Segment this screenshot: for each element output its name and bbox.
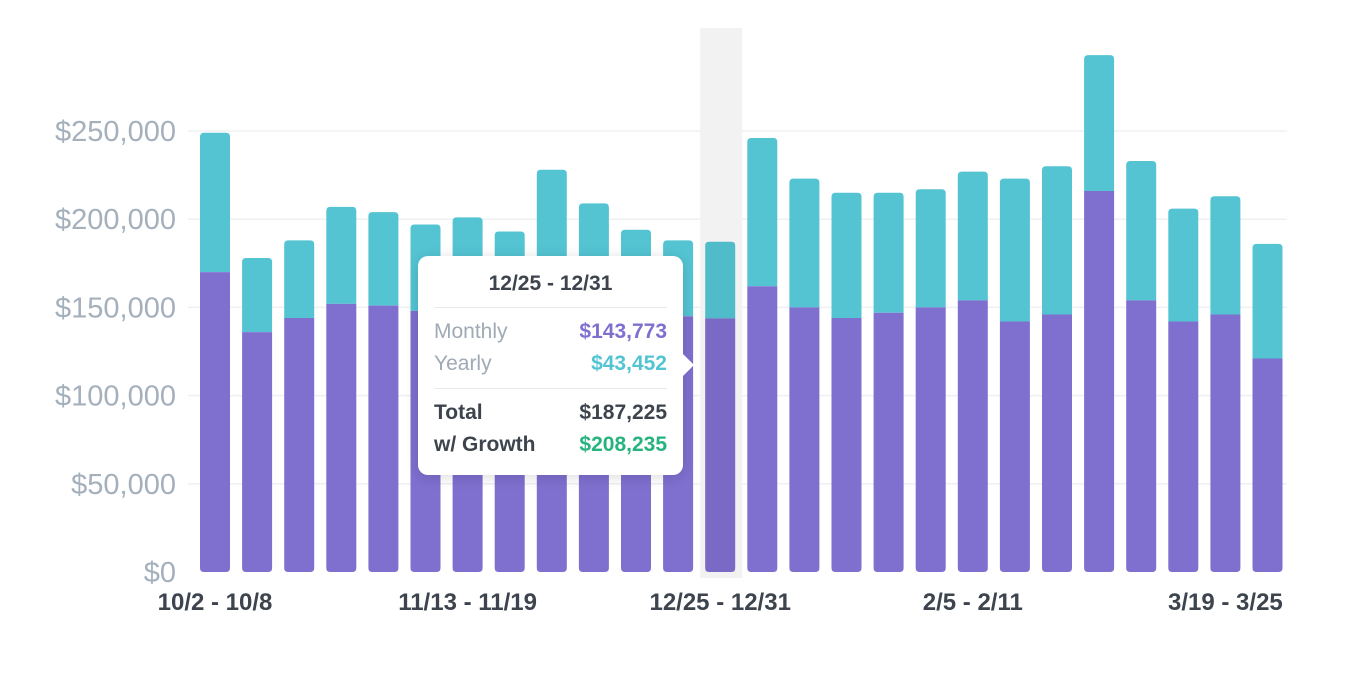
bar-monthly[interactable]	[831, 317, 862, 572]
bar-tooltip: 12/25 - 12/31 Monthly $143,773 Yearly $4…	[418, 256, 694, 475]
bar-yearly[interactable]	[789, 178, 820, 308]
bar-yearly[interactable]	[1168, 208, 1199, 322]
bar-monthly[interactable]	[1252, 358, 1283, 572]
tooltip-breakdown: Monthly $143,773 Yearly $43,452	[434, 308, 667, 389]
bar-highlight-overlay	[705, 241, 736, 572]
bar-monthly[interactable]	[200, 272, 230, 572]
y-axis-ticks: $0 $50,000 $100,000 $150,000 $200,000 $250,00…	[55, 116, 176, 589]
bar-yearly[interactable]	[831, 192, 862, 318]
bar-monthly[interactable]	[999, 321, 1030, 572]
bar-yearly[interactable]	[242, 258, 273, 333]
bars	[200, 55, 1283, 572]
bar-yearly[interactable]	[873, 192, 904, 313]
bar-monthly[interactable]	[368, 305, 399, 572]
bar-yearly[interactable]	[1210, 196, 1241, 315]
tooltip-monthly-label: Monthly	[434, 320, 508, 343]
bar-yearly[interactable]	[1042, 166, 1072, 315]
bar-monthly[interactable]	[789, 307, 820, 572]
tooltip-growth-label: w/ Growth	[434, 433, 536, 456]
bar-monthly[interactable]	[1168, 321, 1199, 572]
tooltip-row-growth: w/ Growth $208,235	[434, 429, 667, 461]
y-tick-label: $150,000	[55, 292, 176, 324]
bar-monthly[interactable]	[1126, 300, 1157, 572]
tooltip-totals: Total $187,225 w/ Growth $208,235	[434, 389, 667, 461]
y-tick-label: $200,000	[55, 204, 176, 236]
bar-monthly[interactable]	[915, 307, 946, 572]
bar-yearly[interactable]	[284, 240, 315, 318]
bar-monthly[interactable]	[326, 303, 357, 572]
tooltip-yearly-label: Yearly	[434, 352, 492, 375]
bar-monthly[interactable]	[242, 332, 273, 572]
y-tick-label: $100,000	[55, 381, 176, 413]
y-tick-label: $50,000	[71, 469, 176, 501]
bar-yearly[interactable]	[326, 206, 357, 304]
bar-monthly[interactable]	[957, 300, 988, 572]
bar-yearly[interactable]	[705, 241, 736, 319]
tooltip-yearly-value: $43,452	[591, 352, 667, 375]
tooltip-total-label: Total	[434, 401, 483, 424]
bar-monthly[interactable]	[873, 312, 904, 572]
x-tick-label: 10/2 - 10/8	[158, 589, 273, 616]
bar-monthly[interactable]	[1084, 190, 1115, 572]
tooltip-row-monthly: Monthly $143,773	[434, 316, 667, 348]
x-tick-label: 12/25 - 12/31	[649, 589, 790, 616]
x-tick-label: 11/13 - 11/19	[398, 589, 537, 616]
tooltip-title: 12/25 - 12/31	[434, 256, 667, 308]
tooltip-row-total: Total $187,225	[434, 397, 667, 429]
bar-monthly[interactable]	[284, 317, 315, 572]
bar-yearly[interactable]	[1084, 55, 1115, 191]
bar-yearly[interactable]	[1126, 160, 1157, 301]
bar-yearly[interactable]	[200, 132, 230, 273]
bar-yearly[interactable]	[999, 178, 1030, 322]
bar-yearly[interactable]	[1252, 243, 1283, 359]
x-tick-label: 2/5 - 2/11	[923, 589, 1023, 616]
bar-monthly[interactable]	[1042, 314, 1072, 572]
tooltip-monthly-value: $143,773	[579, 320, 667, 343]
tooltip-row-yearly: Yearly $43,452	[434, 348, 667, 380]
x-axis-ticks: 10/2 - 10/8 11/13 - 11/19 12/25 - 12/31 2/5…	[158, 589, 1283, 616]
bar-yearly[interactable]	[368, 212, 399, 306]
bar-yearly[interactable]	[747, 138, 778, 287]
tooltip-growth-value: $208,235	[579, 433, 667, 456]
bar-monthly[interactable]	[1210, 314, 1241, 572]
y-tick-label: $0	[144, 557, 176, 589]
bar-monthly[interactable]	[705, 318, 736, 572]
x-tick-label: 3/19 - 3/25	[1168, 589, 1283, 616]
y-tick-label: $250,000	[55, 116, 176, 148]
bar-monthly[interactable]	[747, 286, 778, 572]
bar-yearly[interactable]	[957, 171, 988, 301]
tooltip-total-value: $187,225	[579, 401, 667, 424]
bar-yearly[interactable]	[915, 189, 946, 308]
